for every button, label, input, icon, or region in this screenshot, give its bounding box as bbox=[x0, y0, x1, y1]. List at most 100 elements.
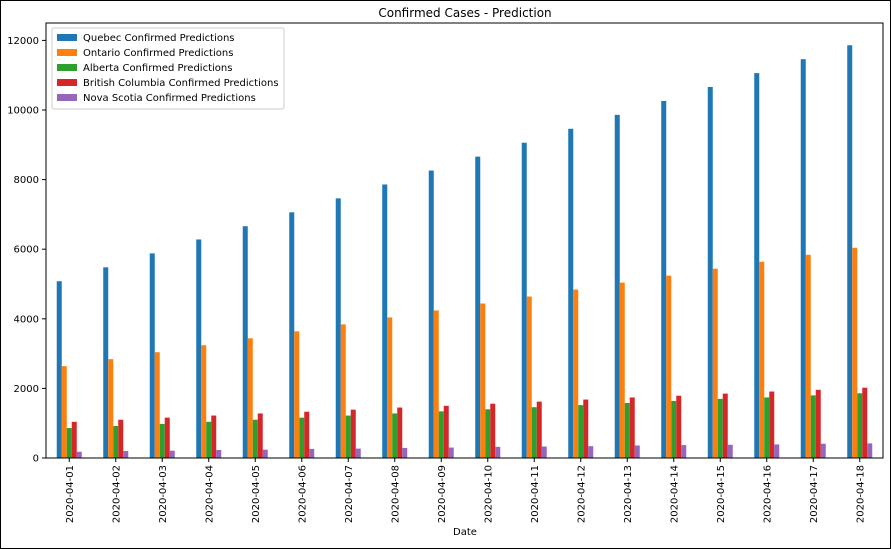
x-tick-label: 2020-04-14 bbox=[669, 465, 680, 523]
bar bbox=[340, 324, 346, 458]
bar bbox=[443, 405, 449, 458]
bar bbox=[61, 366, 67, 458]
bar bbox=[402, 447, 408, 458]
bar bbox=[867, 443, 873, 458]
bar bbox=[754, 73, 760, 459]
bar bbox=[805, 254, 811, 458]
legend-swatch bbox=[57, 64, 77, 71]
bar bbox=[309, 448, 315, 458]
bar bbox=[820, 443, 826, 458]
bar bbox=[619, 282, 625, 458]
legend-entry: Alberta Confirmed Predictions bbox=[83, 63, 232, 74]
bar bbox=[722, 393, 728, 458]
bar bbox=[397, 407, 403, 458]
bar bbox=[707, 87, 713, 458]
bar bbox=[681, 445, 687, 458]
bar bbox=[764, 397, 770, 458]
y-tick-label: 0 bbox=[33, 454, 39, 465]
bar bbox=[578, 405, 584, 458]
bar bbox=[428, 170, 434, 459]
bar bbox=[526, 296, 532, 458]
bar bbox=[345, 415, 351, 458]
bar bbox=[196, 239, 202, 458]
bar bbox=[536, 401, 542, 458]
bar bbox=[387, 317, 393, 458]
x-tick-label: 2020-04-10 bbox=[483, 465, 494, 523]
bar bbox=[299, 417, 305, 458]
x-tick-label: 2020-04-07 bbox=[344, 465, 355, 523]
bar bbox=[800, 59, 806, 458]
bar bbox=[257, 413, 263, 458]
bar bbox=[294, 331, 300, 458]
legend-entry: British Columbia Confirmed Predictions bbox=[83, 78, 279, 89]
bar bbox=[541, 446, 547, 458]
plot-area-frame bbox=[45, 22, 884, 459]
bar bbox=[438, 411, 444, 458]
bar bbox=[206, 421, 212, 458]
x-tick-label: 2020-04-18 bbox=[855, 465, 866, 523]
bar bbox=[56, 281, 62, 458]
bar bbox=[495, 446, 501, 458]
bar bbox=[103, 267, 109, 458]
bar bbox=[480, 303, 486, 458]
bar bbox=[490, 403, 496, 458]
x-tick-label: 2020-04-03 bbox=[158, 465, 169, 523]
bar bbox=[666, 275, 672, 458]
bar bbox=[71, 421, 77, 458]
y-tick-label: 6000 bbox=[14, 245, 39, 256]
bar bbox=[759, 261, 765, 458]
bar bbox=[727, 444, 733, 458]
bar bbox=[531, 407, 537, 458]
x-tick-label: 2020-04-15 bbox=[716, 465, 727, 523]
bar bbox=[66, 428, 72, 458]
y-tick-label: 8000 bbox=[14, 175, 39, 186]
bars-group bbox=[56, 45, 873, 459]
bar bbox=[289, 212, 295, 458]
bar bbox=[201, 345, 207, 458]
bar bbox=[164, 417, 170, 458]
bar bbox=[113, 425, 119, 458]
x-tick-label: 2020-04-13 bbox=[623, 465, 634, 523]
bar bbox=[521, 142, 527, 458]
bar bbox=[211, 415, 217, 458]
bar bbox=[382, 184, 388, 458]
bar bbox=[676, 395, 682, 458]
y-axis: 0 2000 4000 6000 8000 10000 12000 bbox=[7, 36, 46, 465]
bar bbox=[624, 403, 630, 458]
legend-entry: Quebec Confirmed Predictions bbox=[83, 33, 235, 44]
chart-title: Confirmed Cases - Prediction bbox=[378, 6, 551, 20]
bar bbox=[252, 419, 258, 458]
bar bbox=[475, 156, 481, 458]
bar bbox=[634, 445, 640, 458]
legend: Quebec Confirmed Predictions Ontario Conf… bbox=[51, 27, 285, 110]
bar bbox=[108, 359, 114, 458]
x-tick-label: 2020-04-04 bbox=[204, 465, 215, 523]
x-tick-label: 2020-04-06 bbox=[297, 465, 308, 523]
bar bbox=[433, 310, 439, 458]
y-tick-label: 4000 bbox=[14, 314, 39, 325]
bar bbox=[629, 397, 635, 458]
x-tick-label: 2020-04-09 bbox=[437, 465, 448, 523]
bar bbox=[123, 451, 129, 458]
bar bbox=[857, 393, 863, 458]
bar bbox=[216, 450, 222, 458]
bar bbox=[717, 398, 723, 458]
bar bbox=[573, 289, 579, 458]
y-tick-label: 10000 bbox=[7, 106, 39, 117]
bar bbox=[671, 400, 677, 458]
x-tick-label: 2020-04-16 bbox=[762, 465, 773, 523]
x-tick-label: 2020-04-17 bbox=[809, 465, 820, 523]
bar bbox=[614, 114, 620, 459]
legend-entry: Ontario Confirmed Predictions bbox=[83, 48, 233, 59]
bar bbox=[661, 100, 667, 458]
y-tick-label: 2000 bbox=[14, 384, 39, 395]
legend-entry: Nova Scotia Confirmed Predictions bbox=[83, 93, 256, 104]
bar bbox=[76, 451, 82, 458]
bar bbox=[242, 226, 248, 458]
bar bbox=[169, 450, 175, 458]
legend-swatch bbox=[57, 79, 77, 86]
bar bbox=[149, 253, 155, 458]
bar bbox=[862, 387, 868, 458]
bar bbox=[159, 423, 165, 458]
